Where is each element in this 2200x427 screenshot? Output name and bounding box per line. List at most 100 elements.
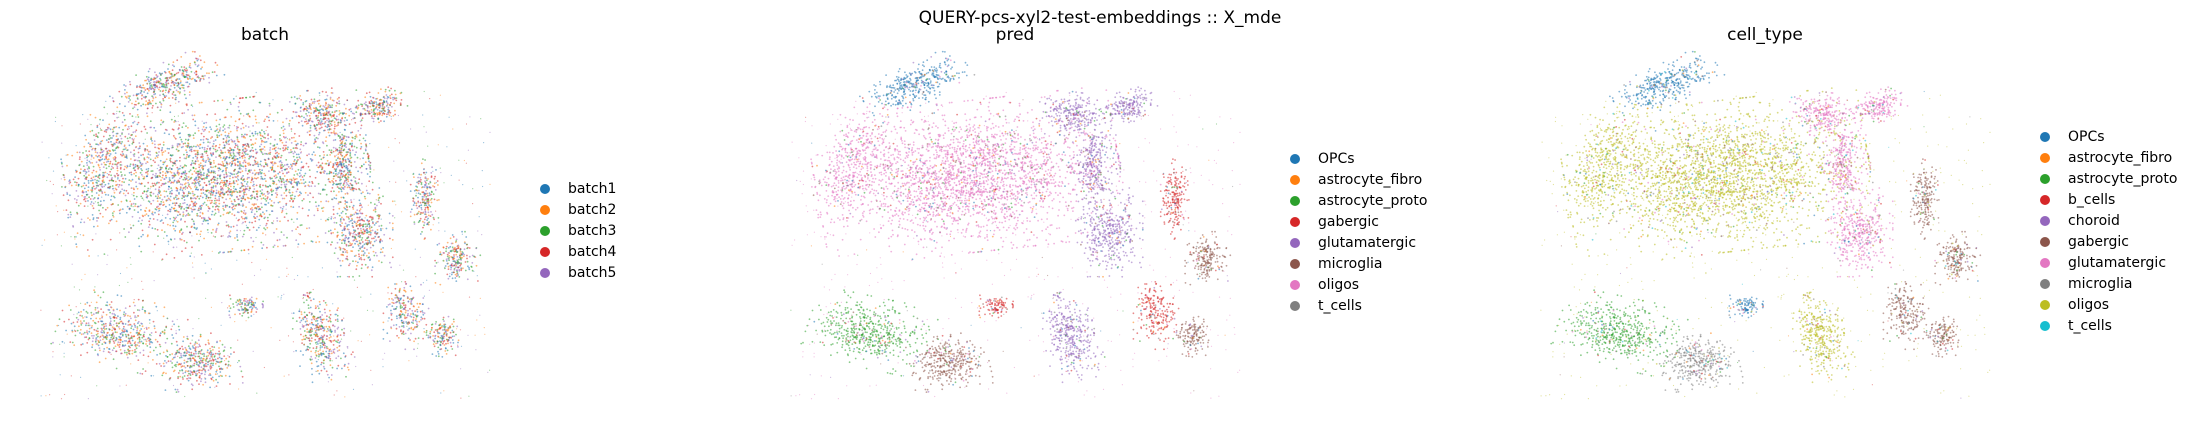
data-point <box>340 188 343 191</box>
data-point <box>173 257 176 259</box>
data-point <box>143 125 146 128</box>
data-point <box>340 149 343 152</box>
data-point <box>459 256 462 259</box>
data-point <box>456 272 458 275</box>
data-point <box>347 173 350 176</box>
data-point <box>200 188 202 191</box>
data-point <box>207 145 209 148</box>
data-point <box>392 98 395 101</box>
data-point <box>303 116 305 119</box>
data-point <box>157 143 160 146</box>
data-point <box>146 149 149 151</box>
data-point <box>418 210 420 213</box>
data-point <box>137 116 140 118</box>
data-point <box>372 104 374 107</box>
data-point <box>207 156 210 159</box>
data-point <box>154 81 156 83</box>
data-point <box>252 164 254 166</box>
data-point <box>103 185 106 188</box>
data-point <box>123 84 125 86</box>
data-point <box>419 217 422 220</box>
point-cluster <box>324 187 394 278</box>
data-point <box>201 196 204 199</box>
data-point <box>244 147 246 149</box>
data-point <box>223 176 226 179</box>
data-point <box>191 210 194 213</box>
data-point <box>369 229 372 232</box>
data-point <box>283 168 286 171</box>
data-point <box>345 182 348 184</box>
data-point <box>246 172 249 175</box>
data-point <box>228 190 231 193</box>
data-point <box>327 218 330 221</box>
data-point <box>87 166 90 168</box>
data-point <box>198 163 201 166</box>
data-point <box>227 188 230 191</box>
data-point <box>86 333 89 335</box>
data-point <box>366 237 368 240</box>
data-point <box>262 197 265 200</box>
data-point <box>239 162 241 165</box>
data-point <box>233 190 236 193</box>
data-point <box>171 69 174 72</box>
data-point <box>224 167 227 170</box>
data-point <box>146 78 149 81</box>
data-point <box>102 215 104 218</box>
data-point <box>202 165 205 167</box>
data-point <box>151 99 154 102</box>
data-point <box>412 200 415 202</box>
data-point <box>309 117 312 120</box>
data-point <box>227 186 230 189</box>
data-point <box>249 171 251 173</box>
data-point <box>96 143 99 146</box>
data-point <box>263 120 266 122</box>
data-point <box>430 172 433 174</box>
data-point <box>426 200 428 202</box>
data-point <box>175 96 177 99</box>
data-point <box>452 236 455 238</box>
data-point <box>80 168 82 171</box>
data-point <box>347 176 350 179</box>
data-point <box>208 180 211 183</box>
data-point <box>290 218 293 221</box>
data-point <box>174 137 177 140</box>
data-point <box>277 152 280 155</box>
data-point <box>196 156 199 159</box>
data-point <box>242 178 245 181</box>
data-point <box>171 189 173 192</box>
data-point <box>330 116 333 118</box>
data-point <box>158 82 161 85</box>
data-point <box>114 143 116 145</box>
data-point <box>247 169 250 172</box>
data-point <box>157 147 160 150</box>
data-point <box>76 232 79 235</box>
data-point <box>229 154 232 157</box>
data-point <box>416 213 418 216</box>
data-point <box>315 205 318 208</box>
data-point <box>372 222 374 225</box>
data-point <box>417 176 419 179</box>
data-point <box>140 104 142 107</box>
data-point <box>199 211 202 214</box>
data-point <box>160 219 163 222</box>
data-point <box>331 198 334 201</box>
data-point <box>272 246 275 248</box>
data-point <box>187 191 190 193</box>
data-point <box>324 98 327 101</box>
data-point <box>203 181 206 184</box>
data-point <box>445 258 448 261</box>
data-point <box>301 176 304 178</box>
data-point <box>185 145 188 148</box>
data-point <box>334 139 337 141</box>
data-point <box>157 154 160 157</box>
data-point <box>357 99 360 102</box>
data-point <box>342 162 345 165</box>
data-point <box>158 188 160 191</box>
data-point <box>137 159 139 162</box>
data-point <box>296 218 298 220</box>
data-point <box>344 222 347 225</box>
data-point <box>107 160 110 163</box>
data-point <box>296 97 299 100</box>
data-point <box>368 220 371 222</box>
data-point <box>256 198 259 201</box>
